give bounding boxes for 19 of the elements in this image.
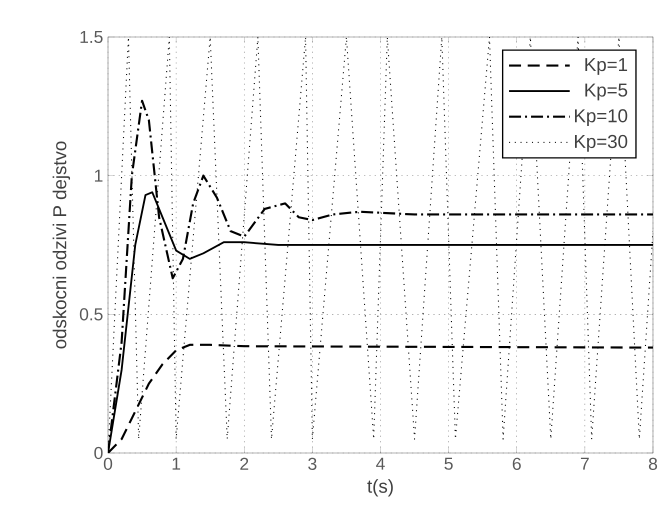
legend-label: Kp=5 xyxy=(585,84,628,100)
x-tick-label: 8 xyxy=(648,458,658,470)
x-tick-label: 4 xyxy=(376,458,385,470)
legend-label: Kp=10 xyxy=(574,109,628,126)
x-tick-label: 6 xyxy=(512,458,521,470)
legend-label: Kp=1 xyxy=(585,58,628,75)
y-tick-label: 1 xyxy=(94,170,102,182)
x-tick-label: 7 xyxy=(580,458,589,470)
x-tick-label: 2 xyxy=(240,458,248,470)
y-tick-label: 1.5 xyxy=(80,30,103,44)
x-tick-label: 5 xyxy=(444,458,453,470)
x-tick-label: 1 xyxy=(172,458,180,470)
legend-label: Kp=30 xyxy=(574,134,628,152)
y-tick-label: 0.5 xyxy=(80,308,103,320)
y-tick-label: 0 xyxy=(94,446,103,460)
x-tick-label: 0 xyxy=(104,458,112,470)
x-axis-title: t(s) xyxy=(367,479,393,497)
x-tick-label: 3 xyxy=(308,458,316,470)
y-axis-title: odskocni odzivi P dejstvo xyxy=(52,142,70,348)
